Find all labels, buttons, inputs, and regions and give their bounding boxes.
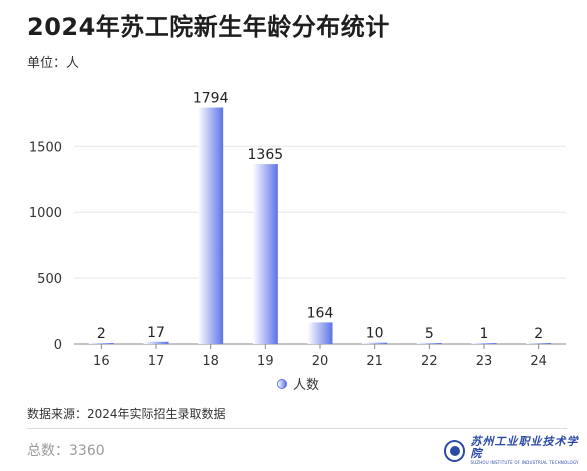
x-tick-label: 20 [312, 354, 329, 369]
data-label: 1794 [193, 91, 229, 107]
bar-age-19[interactable] [252, 164, 278, 344]
data-label: 1 [480, 326, 489, 342]
school-logo-text: 苏州工业职业技术学院 SUZHOU INSTITUTE OF INDUSTRIA… [470, 436, 587, 466]
data-labels: 2 17 1794 1365 164 10 5 1 2 [97, 91, 543, 342]
bar-age-16[interactable] [88, 343, 114, 344]
legend-marker-icon [277, 378, 287, 389]
legend-label: 人数 [293, 378, 320, 393]
bar-age-20[interactable] [307, 322, 333, 344]
bar-age-24[interactable] [526, 343, 552, 344]
chart-title: 2024年苏工院新生年龄分布统计 [27, 13, 390, 41]
school-logo-en: SUZHOU INSTITUTE OF INDUSTRIAL TECHNOLOG… [470, 460, 579, 465]
data-label: 2 [97, 326, 106, 342]
x-tick-label: 24 [530, 354, 547, 369]
x-tick-label: 16 [93, 354, 110, 369]
bar-age-22[interactable] [416, 343, 442, 344]
x-axis-ticks: 16 17 18 19 20 21 22 23 24 [93, 344, 547, 369]
x-tick-label: 17 [148, 354, 165, 369]
data-label: 17 [147, 325, 165, 341]
total-count: 总数：3360 [27, 443, 105, 459]
y-tick-label: 1000 [29, 206, 62, 221]
school-logo-cn: 苏州工业职业技术学院 [470, 435, 579, 460]
bar-age-17[interactable] [143, 341, 169, 344]
y-tick-label: 500 [37, 272, 62, 287]
data-label: 1365 [248, 147, 284, 163]
footer-divider [27, 428, 567, 429]
data-source-note: 数据来源：2024年实际招生录取数据 [27, 407, 226, 421]
y-tick-label: 0 [54, 338, 62, 353]
bar-age-23[interactable] [471, 343, 497, 344]
bar-age-18[interactable] [198, 107, 224, 344]
x-tick-label: 23 [476, 354, 493, 369]
data-label: 10 [366, 326, 384, 342]
data-label: 5 [425, 326, 434, 342]
bar-age-21[interactable] [362, 342, 388, 344]
y-axis-ticks: 0 500 1000 1500 [29, 140, 62, 353]
x-tick-label: 22 [421, 354, 438, 369]
school-logo: 苏州工业职业技术学院 SUZHOU INSTITUTE OF INDUSTRIA… [444, 436, 587, 466]
legend[interactable]: 人数 [277, 374, 319, 393]
x-tick-label: 21 [366, 354, 383, 369]
data-label: 2 [534, 326, 543, 342]
x-tick-label: 18 [202, 354, 219, 369]
x-tick-label: 19 [257, 354, 274, 369]
unit-label: 单位：人 [27, 56, 80, 71]
data-label: 164 [307, 305, 334, 321]
school-seal-icon [444, 440, 466, 462]
y-tick-label: 1500 [29, 140, 62, 155]
bars [88, 107, 552, 344]
